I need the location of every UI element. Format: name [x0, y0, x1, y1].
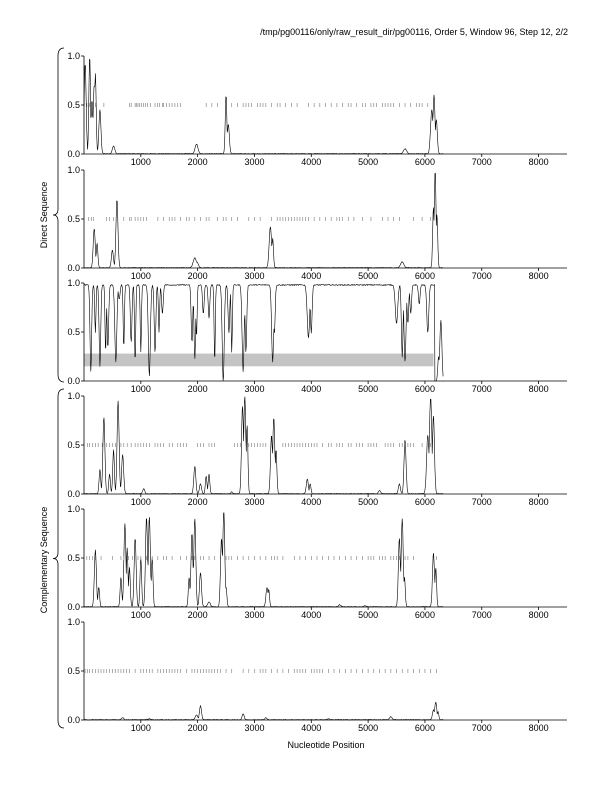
x-tick-label: 6000: [415, 157, 435, 167]
direct-sequence-label: Direct Sequence: [39, 182, 49, 249]
complementary-brace: [52, 388, 65, 729]
y-tick-label: 0.0: [67, 149, 80, 159]
x-tick-label: 4000: [301, 610, 321, 620]
x-tick-label: 7000: [472, 271, 492, 281]
x-tick-label: 7000: [472, 497, 492, 507]
y-tick-label: 0.5: [67, 327, 80, 337]
x-tick-label: 8000: [529, 384, 549, 394]
x-tick-label: 6000: [415, 610, 435, 620]
complementary-sequence-label: Complementary Sequence: [39, 507, 49, 614]
x-tick-label: 4000: [301, 497, 321, 507]
x-tick-label: 6000: [415, 497, 435, 507]
x-tick-label: 7000: [472, 610, 492, 620]
x-tick-label: 4000: [301, 384, 321, 394]
y-tick-label: 1.0: [67, 278, 80, 288]
y-tick-label: 1.0: [67, 391, 80, 401]
x-tick-label: 2000: [188, 384, 208, 394]
y-tick-label: 1.0: [67, 51, 80, 61]
y-tick-label: 0.0: [67, 263, 80, 273]
y-tick-label: 1.0: [67, 617, 80, 627]
x-tick-label: 2000: [188, 497, 208, 507]
x-tick-label: 7000: [472, 157, 492, 167]
x-tick-label: 3000: [244, 723, 264, 733]
y-tick-label: 0.5: [67, 100, 80, 110]
x-tick-label: 4000: [301, 271, 321, 281]
x-tick-label: 7000: [472, 723, 492, 733]
direct-brace: [52, 47, 65, 383]
x-tick-label: 1000: [131, 384, 151, 394]
highlight-band: [84, 353, 434, 367]
x-tick-label: 5000: [358, 723, 378, 733]
series-line: [84, 701, 444, 721]
y-tick-label: 0.0: [67, 376, 80, 386]
x-tick-label: 8000: [529, 610, 549, 620]
x-tick-label: 6000: [415, 384, 435, 394]
x-tick-label: 1000: [131, 610, 151, 620]
x-tick-label: 6000: [415, 271, 435, 281]
x-tick-label: 3000: [244, 610, 264, 620]
x-tick-label: 5000: [358, 271, 378, 281]
x-tick-label: 3000: [244, 157, 264, 167]
y-tick-label: 0.0: [67, 489, 80, 499]
x-tick-label: 8000: [529, 723, 549, 733]
x-tick-label: 3000: [244, 271, 264, 281]
x-axis-title: Nucleotide Position: [287, 740, 364, 750]
series-line: [83, 283, 444, 382]
x-tick-label: 5000: [358, 610, 378, 620]
y-tick-label: 0.5: [67, 440, 80, 450]
x-tick-label: 1000: [131, 723, 151, 733]
x-tick-label: 2000: [188, 157, 208, 167]
x-tick-label: 1000: [131, 157, 151, 167]
x-tick-label: 5000: [358, 157, 378, 167]
x-tick-label: 4000: [301, 157, 321, 167]
y-tick-label: 1.0: [67, 165, 80, 175]
y-tick-label: 0.0: [67, 602, 80, 612]
x-tick-label: 5000: [358, 497, 378, 507]
x-tick-label: 1000: [131, 497, 151, 507]
x-tick-label: 2000: [188, 723, 208, 733]
x-tick-label: 1000: [131, 271, 151, 281]
x-tick-label: 3000: [244, 497, 264, 507]
y-tick-label: 0.5: [67, 553, 80, 563]
x-tick-label: 8000: [529, 497, 549, 507]
x-tick-label: 6000: [415, 723, 435, 733]
x-tick-label: 2000: [188, 610, 208, 620]
x-tick-label: 8000: [529, 157, 549, 167]
y-tick-label: 0.5: [67, 214, 80, 224]
plot-header: /tmp/pg00116/only/raw_result_dir/pg00116…: [260, 27, 568, 37]
x-tick-label: 2000: [188, 271, 208, 281]
y-tick-label: 0.0: [67, 715, 80, 725]
y-tick-label: 1.0: [67, 504, 80, 514]
x-tick-label: 4000: [301, 723, 321, 733]
x-tick-label: 8000: [529, 271, 549, 281]
x-tick-label: 3000: [244, 384, 264, 394]
y-tick-label: 0.5: [67, 666, 80, 676]
x-tick-label: 5000: [358, 384, 378, 394]
x-tick-label: 7000: [472, 384, 492, 394]
